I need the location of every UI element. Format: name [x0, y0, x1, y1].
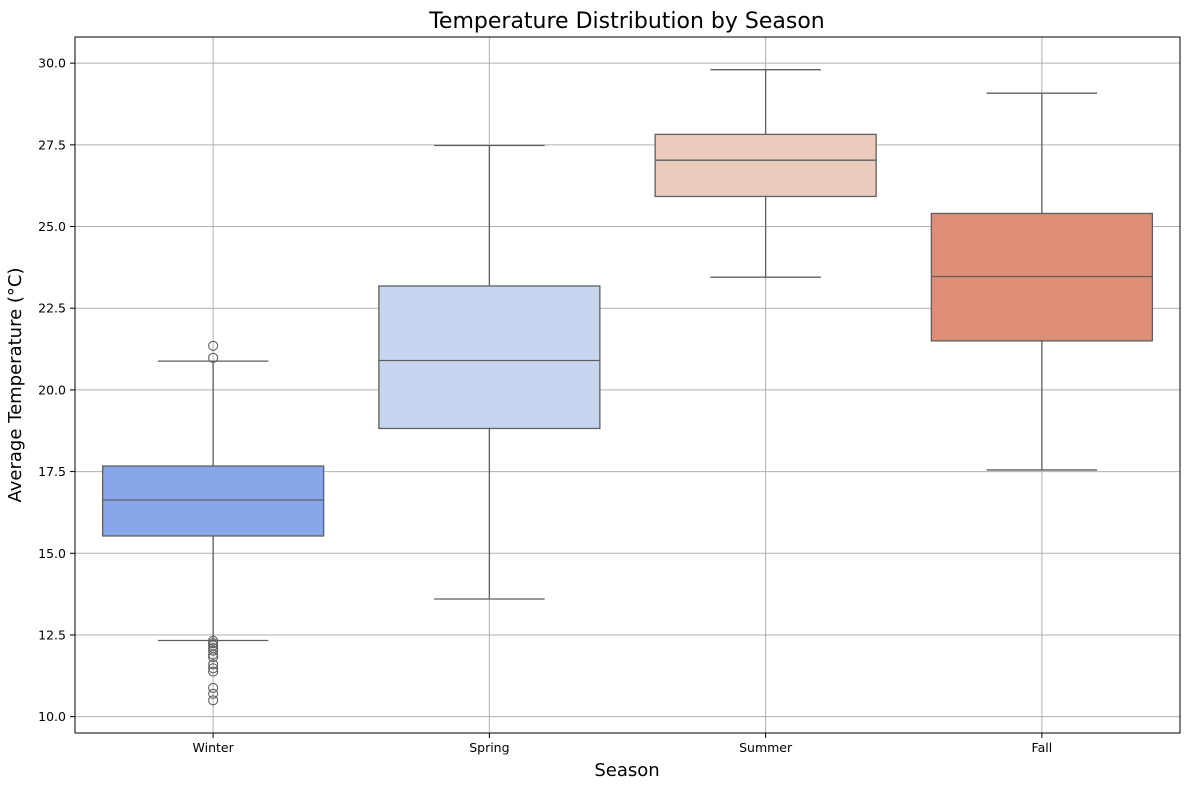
box-group-summer: [654, 69, 877, 278]
outlier-point-winter: [208, 652, 219, 663]
y-tick-label: 25.0: [38, 219, 66, 234]
box-group-fall: [930, 92, 1154, 471]
plot-area-frame: [74, 36, 1181, 734]
box-group-winter: [101, 340, 325, 706]
x-tick-label-fall: Fall: [1032, 740, 1053, 755]
x-tick-label-spring: Spring: [469, 740, 509, 755]
y-tick-label: 17.5: [38, 464, 66, 479]
y-tick-label: 20.0: [38, 382, 66, 397]
outlier-point-winter: [208, 663, 219, 674]
outlier-point-winter: [208, 340, 219, 351]
box-spring: [378, 285, 601, 430]
box-fall: [930, 212, 1154, 342]
box-winter: [101, 465, 325, 537]
y-tick-label: 15.0: [38, 546, 66, 561]
boxes: [101, 69, 1154, 706]
y-tick-label: 10.0: [38, 709, 66, 724]
y-tick-label: 22.5: [38, 301, 66, 316]
box-summer: [654, 133, 877, 198]
y-tick-label: 12.5: [38, 627, 66, 642]
outlier-point-winter: [208, 695, 219, 706]
grid: [75, 37, 1180, 733]
x-tick-label-summer: Summer: [739, 740, 793, 755]
x-tick-label-winter: Winter: [193, 740, 235, 755]
y-tick-label: 30.0: [38, 56, 66, 71]
chart-title: Temperature Distribution by Season: [428, 9, 825, 34]
y-axis-label: Average Temperature (°C): [5, 268, 26, 503]
outlier-point-winter: [208, 659, 219, 670]
outlier-point-winter: [208, 645, 219, 656]
outlier-point-winter: [208, 352, 219, 363]
axis-ticks: 10.0 12.5 15.0 17.5 20.0 22.5 25.0 27.5 30.0 Wint…: [38, 56, 1052, 755]
outlier-point-winter: [208, 649, 219, 660]
box-group-spring: [378, 144, 601, 600]
outlier-point-winter: [208, 688, 219, 699]
outlier-point-winter: [208, 666, 219, 677]
outlier-point-winter: [208, 682, 219, 693]
y-tick-label: 27.5: [38, 137, 66, 152]
x-axis-label: Season: [594, 760, 659, 781]
